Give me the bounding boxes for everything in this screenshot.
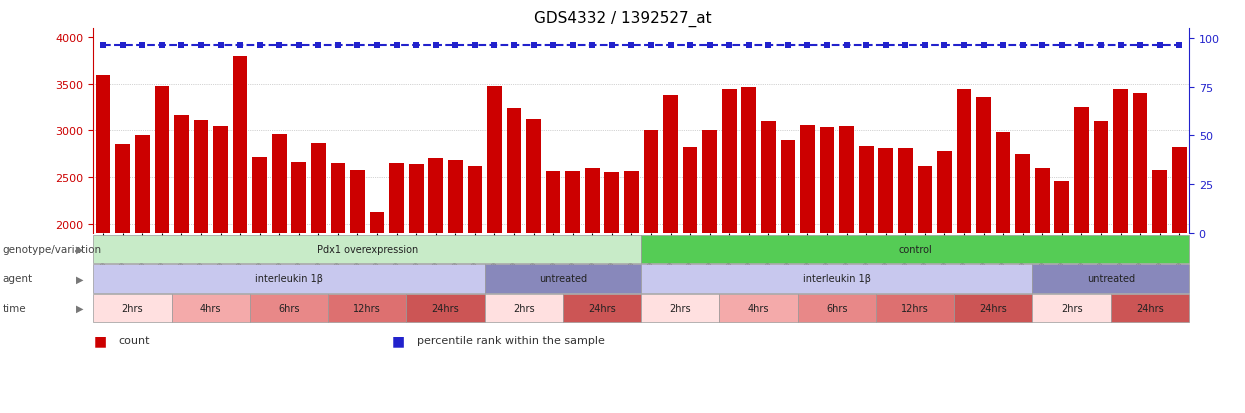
Bar	[781, 140, 796, 410]
Bar	[937, 152, 951, 410]
Text: 2hrs: 2hrs	[122, 304, 143, 313]
Bar	[1055, 181, 1069, 410]
Bar	[370, 213, 385, 410]
Text: 12hrs: 12hrs	[901, 304, 929, 313]
Bar	[801, 126, 814, 410]
Text: 12hrs: 12hrs	[354, 304, 381, 313]
Bar	[1172, 148, 1186, 410]
Bar	[682, 148, 697, 410]
Bar	[956, 90, 971, 410]
Text: ▶: ▶	[76, 244, 83, 254]
Bar	[331, 164, 345, 410]
Bar	[448, 161, 463, 410]
Bar	[996, 133, 1011, 410]
Text: agent: agent	[2, 274, 32, 284]
Text: 2hrs: 2hrs	[1061, 304, 1082, 313]
Bar	[1093, 122, 1108, 410]
Text: untreated: untreated	[1087, 274, 1134, 284]
Text: 24hrs: 24hrs	[1135, 304, 1164, 313]
Bar	[1133, 94, 1148, 410]
Text: 6hrs: 6hrs	[827, 304, 848, 313]
Text: 2hrs: 2hrs	[670, 304, 691, 313]
Bar	[898, 149, 913, 410]
Text: interleukin 1β: interleukin 1β	[803, 274, 870, 284]
Bar	[390, 164, 403, 410]
Bar	[271, 135, 286, 410]
Bar	[859, 147, 874, 410]
Bar	[253, 157, 266, 410]
Bar	[213, 126, 228, 410]
Bar	[507, 109, 522, 410]
Bar	[291, 163, 306, 410]
Bar	[1153, 170, 1167, 410]
Bar	[527, 120, 540, 410]
Text: GDS4332 / 1392527_at: GDS4332 / 1392527_at	[534, 10, 711, 26]
Text: interleukin 1β: interleukin 1β	[255, 274, 322, 284]
Bar	[976, 97, 991, 410]
Text: control: control	[898, 244, 933, 254]
Text: percentile rank within the sample: percentile rank within the sample	[417, 335, 605, 345]
Text: 4hrs: 4hrs	[748, 304, 769, 313]
Bar	[1113, 90, 1128, 410]
Text: 24hrs: 24hrs	[588, 304, 616, 313]
Text: count: count	[118, 335, 149, 345]
Text: 2hrs: 2hrs	[513, 304, 534, 313]
Bar	[134, 136, 149, 410]
Bar	[545, 172, 560, 410]
Bar	[487, 86, 502, 410]
Bar	[605, 173, 619, 410]
Bar	[174, 115, 189, 410]
Bar	[233, 57, 248, 410]
Text: ■: ■	[93, 333, 107, 347]
Bar	[154, 86, 169, 410]
Bar	[408, 165, 423, 410]
Text: ▶: ▶	[76, 274, 83, 284]
Bar	[96, 75, 111, 410]
Bar	[565, 172, 580, 410]
Text: genotype/variation: genotype/variation	[2, 244, 102, 254]
Text: untreated: untreated	[539, 274, 586, 284]
Bar	[350, 171, 365, 410]
Bar	[742, 88, 756, 410]
Bar	[194, 121, 208, 410]
Bar	[624, 172, 639, 410]
Bar	[702, 131, 717, 410]
Bar	[722, 89, 737, 410]
Text: Pdx1 overexpression: Pdx1 overexpression	[316, 244, 418, 254]
Bar	[1074, 108, 1088, 410]
Bar	[585, 169, 600, 410]
Text: ■: ■	[392, 333, 406, 347]
Text: time: time	[2, 304, 26, 313]
Bar	[311, 144, 326, 410]
Bar	[819, 127, 834, 410]
Bar	[428, 159, 443, 410]
Bar	[644, 131, 659, 410]
Bar	[839, 126, 854, 410]
Bar	[468, 166, 482, 410]
Bar	[761, 122, 776, 410]
Bar	[879, 149, 893, 410]
Bar	[1035, 169, 1050, 410]
Text: 24hrs: 24hrs	[980, 304, 1007, 313]
Bar	[664, 96, 677, 410]
Bar	[1016, 154, 1030, 410]
Bar	[918, 166, 933, 410]
Bar	[116, 145, 129, 410]
Text: 4hrs: 4hrs	[200, 304, 222, 313]
Text: ▶: ▶	[76, 304, 83, 313]
Text: 24hrs: 24hrs	[432, 304, 459, 313]
Text: 6hrs: 6hrs	[279, 304, 300, 313]
